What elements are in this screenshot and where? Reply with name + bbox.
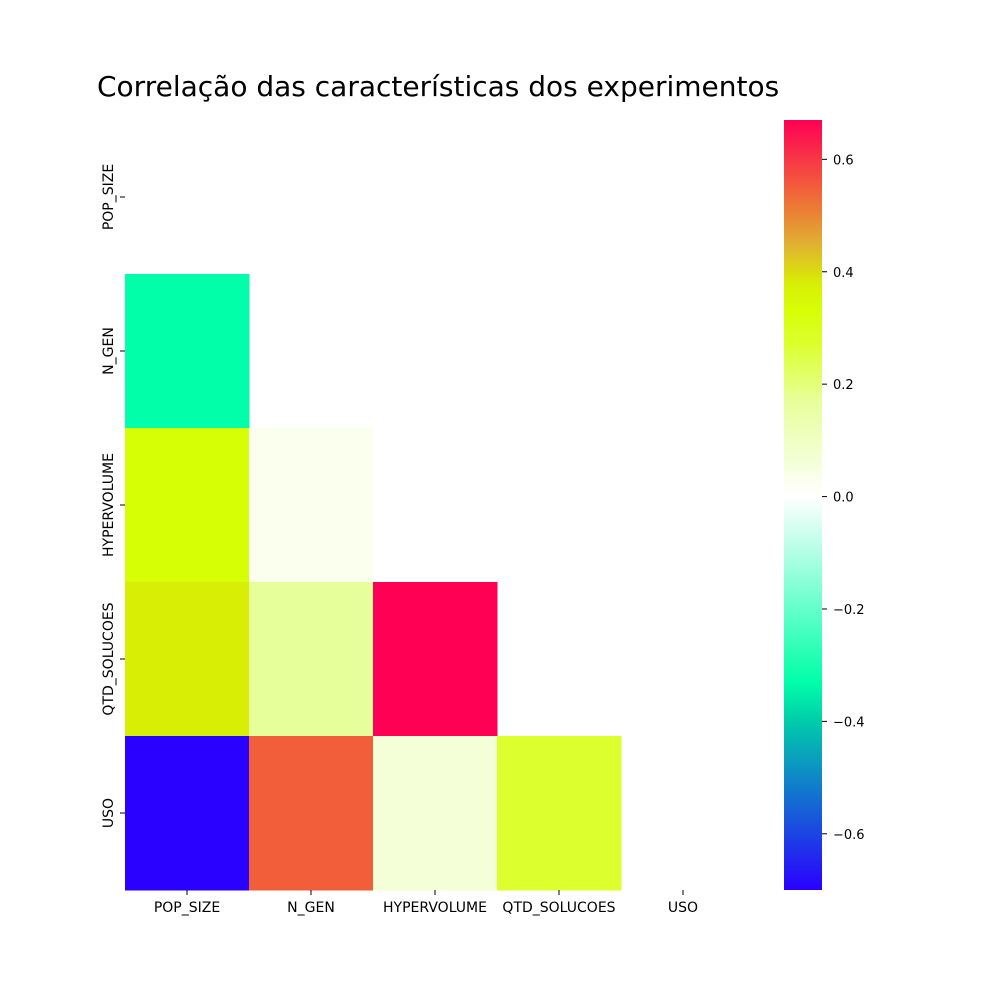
heatmap-cell-hypervolume-n_gen [249, 428, 374, 583]
chart-title: Correlação das características dos exper… [97, 70, 780, 103]
colorbar: −0.6 −0.4 −0.2 0.0 0.2 0.4 0.6 [784, 120, 865, 890]
y-tick-label: USO [101, 798, 117, 828]
x-tick-label: POP_SIZE [154, 900, 220, 916]
x-axis-ticks: POP_SIZE N_GEN HYPERVOLUME QTD_SOLUCOES USO [154, 890, 698, 916]
colorbar-gradient [784, 120, 822, 890]
heatmap-cell-hypervolume-pop_size [125, 428, 250, 583]
y-tick-label: HYPERVOLUME [101, 453, 117, 557]
colorbar-tick-label: −0.4 [833, 715, 865, 730]
heatmap-cell-qtd_solucoes-n_gen [249, 582, 374, 737]
y-tick-label: POP_SIZE [101, 164, 117, 230]
colorbar-tick-label: −0.6 [833, 828, 865, 843]
colorbar-tick-label: 0.6 [833, 153, 854, 168]
heatmap-cell-uso-n_gen [249, 736, 374, 891]
heatmap-cell-uso-qtd_solucoes [497, 736, 622, 891]
y-tick-label: N_GEN [101, 327, 117, 375]
heatmap-cell-n_gen-pop_size [125, 274, 250, 429]
y-tick-label: QTD_SOLUCOES [101, 602, 117, 715]
colorbar-tick-label: 0.4 [833, 266, 854, 281]
heatmap-cell-qtd_solucoes-hypervolume [373, 582, 498, 737]
x-tick-label: N_GEN [287, 900, 335, 916]
heatmap-cells [125, 274, 622, 891]
x-tick-label: HYPERVOLUME [383, 900, 487, 916]
colorbar-tick-label: 0.2 [833, 378, 854, 393]
heatmap-cell-uso-pop_size [125, 736, 250, 891]
colorbar-tick-label: 0.0 [833, 491, 854, 506]
colorbar-tick-label: −0.2 [833, 603, 865, 618]
x-tick-label: USO [668, 900, 698, 916]
y-axis-ticks: POP_SIZE N_GEN HYPERVOLUME QTD_SOLUCOES USO [101, 164, 125, 828]
heatmap-cell-qtd_solucoes-pop_size [125, 582, 250, 737]
x-tick-label: QTD_SOLUCOES [502, 900, 615, 916]
heatmap-cell-uso-hypervolume [373, 736, 498, 891]
